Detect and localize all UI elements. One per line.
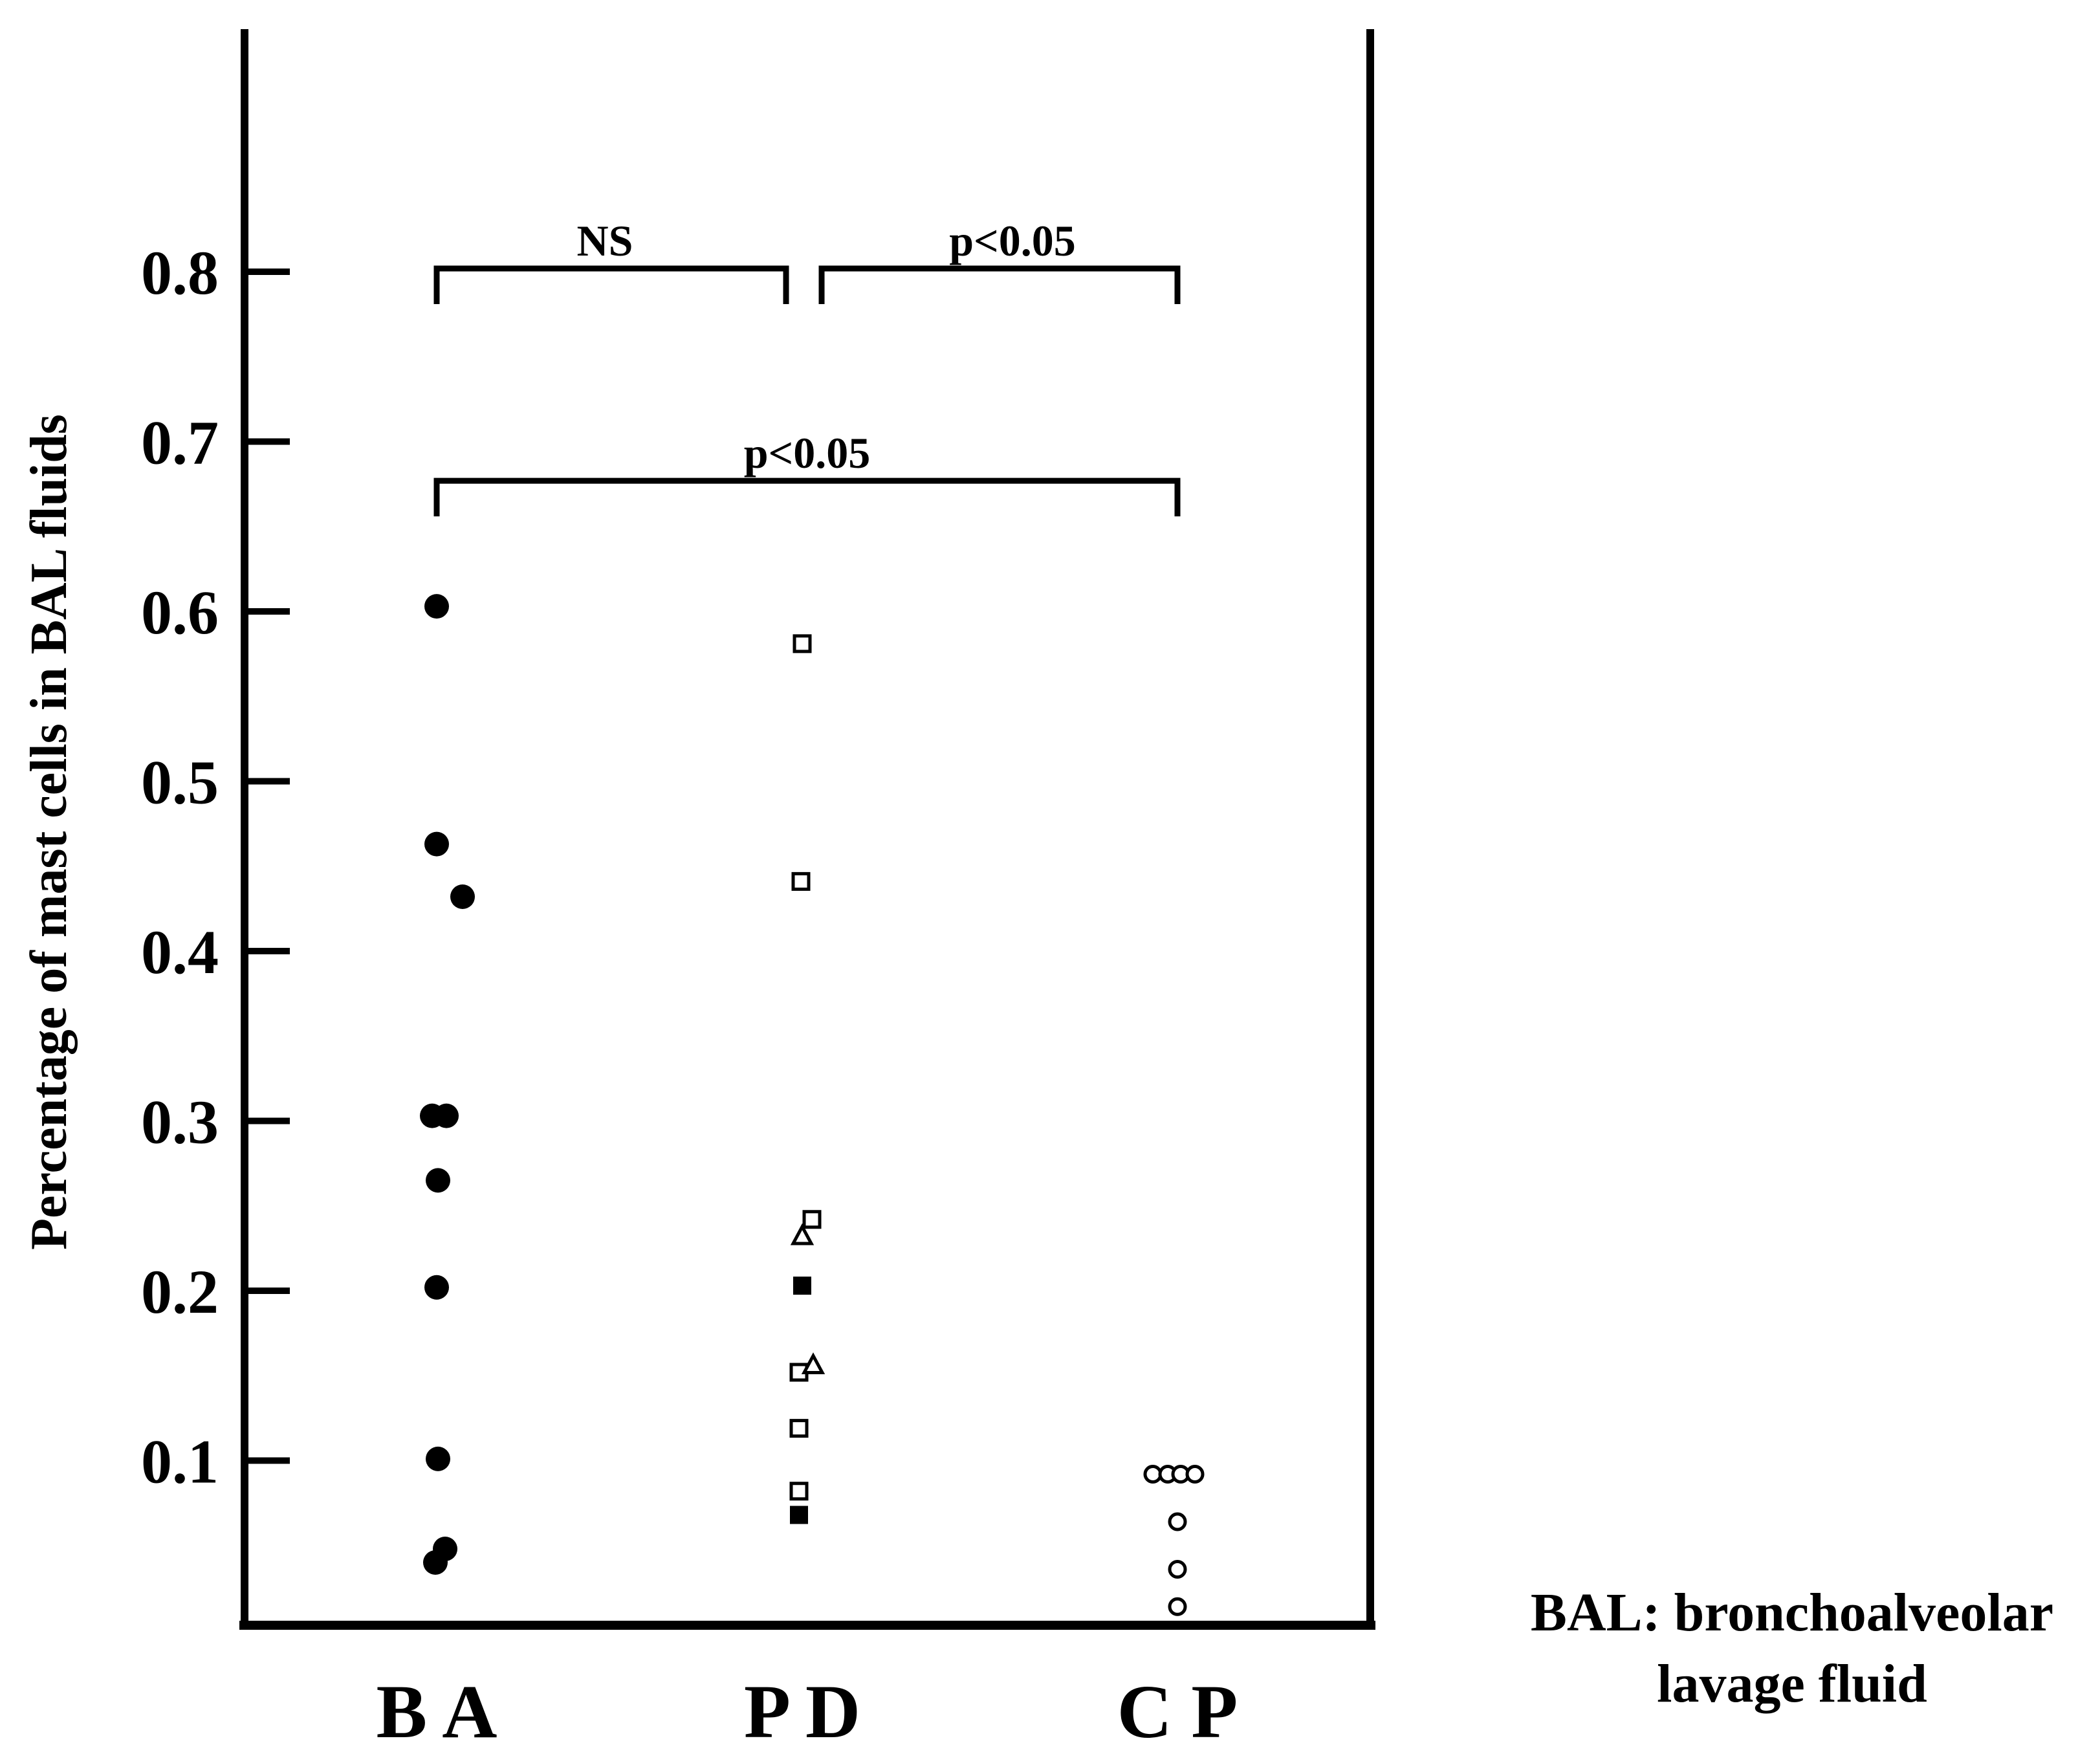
data-point-filled-square [793, 1277, 811, 1295]
bracket-line [433, 477, 1181, 517]
x-category-label: C P [1117, 1669, 1238, 1754]
data-point-filled-circle [450, 884, 475, 909]
y-tick-label: 0.3 [141, 1088, 219, 1157]
y-tick-label: 0.7 [141, 408, 219, 477]
bracket-line [433, 265, 789, 304]
data-point-filled-circle [434, 1103, 459, 1128]
data-point-open-square [793, 634, 812, 653]
y-tick-label: 0.8 [141, 238, 219, 307]
y-tick-label: 0.1 [141, 1427, 219, 1496]
significance-label: NS [577, 216, 633, 265]
significance-bracket: p<0.05 [818, 216, 1181, 304]
data-point-open-circle [1143, 1465, 1163, 1484]
plot-frame [239, 29, 1375, 1630]
note-line: lavage fluid [1657, 1654, 1927, 1714]
data-point-open-circle [1168, 1597, 1187, 1616]
data-point-open-square [789, 1482, 809, 1501]
abbreviation-note: BAL: bronchoalveolar lavage fluid [1531, 1583, 2053, 1714]
y-axis-ticks: 0.1 0.2 0.3 0.4 0.5 0.6 0.7 0.8 [141, 238, 290, 1496]
y-tick-label: 0.2 [141, 1257, 219, 1326]
data-point-filled-circle [426, 1168, 450, 1193]
data-point-open-square [802, 1210, 822, 1229]
note-line: BAL: bronchoalveolar [1531, 1583, 2053, 1643]
data-point-filled-circle [424, 1275, 449, 1300]
data-points [420, 594, 1205, 1616]
data-point-filled-circle [424, 594, 449, 619]
data-point-filled-square [790, 1506, 808, 1524]
significance-brackets: NS p<0.05 p<0.05 [433, 216, 1181, 517]
y-axis-label: Percentage of mast cells in BAL fluids [21, 414, 78, 1250]
data-point-filled-circle [423, 1550, 448, 1575]
y-tick-label: 0.4 [141, 917, 219, 987]
significance-label: p<0.05 [949, 216, 1076, 265]
x-category-label: B A [377, 1669, 498, 1754]
y-tick-label: 0.5 [141, 748, 219, 817]
bracket-line [818, 265, 1181, 304]
significance-bracket: p<0.05 [433, 428, 1181, 517]
data-point-open-square [789, 1419, 809, 1438]
data-point-open-square [791, 872, 811, 891]
x-category-label: P D [744, 1669, 860, 1754]
significance-label: p<0.05 [744, 428, 871, 477]
data-point-open-circle [1168, 1560, 1187, 1579]
significance-bracket: NS [433, 216, 789, 304]
data-point-open-triangle [801, 1352, 826, 1374]
data-point-filled-circle [424, 831, 449, 857]
y-tick-label: 0.6 [141, 578, 219, 647]
data-point-open-triangle [790, 1223, 815, 1245]
data-point-open-circle [1185, 1465, 1205, 1484]
data-point-filled-circle [426, 1446, 450, 1471]
data-point-open-circle [1168, 1512, 1187, 1531]
